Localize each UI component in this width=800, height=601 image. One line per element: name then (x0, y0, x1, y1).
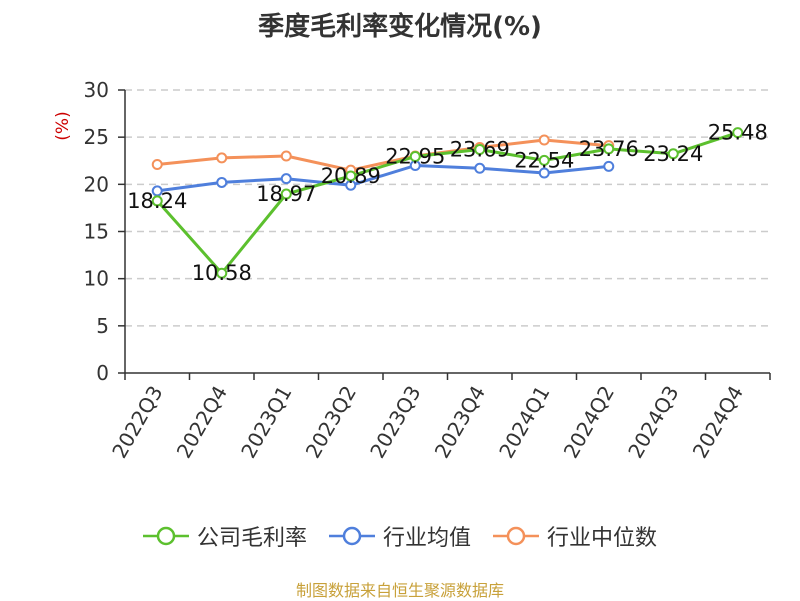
x-tick-label: 2022Q4 (172, 382, 232, 463)
data-point (538, 154, 550, 166)
x-tick-label: 2024Q2 (559, 382, 619, 463)
legend-marker-icon (142, 526, 189, 546)
x-tick-label: 2024Q4 (688, 382, 748, 463)
data-point (151, 195, 163, 207)
series-line (156, 131, 739, 275)
data-point (603, 160, 615, 172)
source-note: 制图数据来自恒生聚源数据库 (295, 581, 504, 600)
series-lines (151, 127, 744, 279)
data-point (603, 143, 615, 155)
data-label: 18.24 (127, 189, 187, 213)
y-tick-label: 5 (96, 314, 109, 338)
data-point (280, 188, 292, 200)
data-label: 22.54 (514, 148, 574, 172)
x-tick-label: 2024Q1 (494, 382, 554, 463)
y-tick-label: 10 (84, 267, 109, 291)
x-tick-label: 2024Q3 (623, 382, 683, 463)
y-tick-label: 30 (84, 78, 109, 102)
legend-item[interactable]: 行业均值 (328, 520, 471, 552)
y-tick-label: 25 (84, 125, 109, 149)
data-point (474, 144, 486, 156)
legend-label: 公司毛利率 (196, 526, 307, 551)
legend-marker-icon (493, 526, 539, 546)
x-tick-label: 2023Q4 (430, 382, 490, 463)
data-point (280, 150, 292, 162)
data-label: 25.48 (708, 121, 768, 145)
grid-lines (125, 89, 770, 327)
data-label: 23.76 (579, 137, 639, 161)
data-label: 22.95 (385, 145, 445, 169)
x-tick-label: 2022Q3 (107, 382, 167, 463)
y-axis-label: (%) (53, 111, 73, 140)
legend-marker-icon (328, 526, 375, 546)
y-tick-label: 0 (96, 361, 109, 385)
legend-item[interactable]: 公司毛利率 (142, 520, 307, 552)
x-tick-label: 2023Q3 (365, 382, 425, 463)
data-label: 10.58 (192, 261, 252, 285)
data-point (280, 173, 292, 185)
x-tick-label: 2023Q1 (236, 382, 296, 463)
legend-label: 行业均值 (382, 526, 471, 551)
data-label: 23.24 (643, 142, 703, 166)
data-point (216, 176, 228, 188)
data-point (216, 152, 228, 164)
x-tick-label: 2023Q2 (301, 382, 361, 463)
data-point (345, 170, 357, 182)
chart-title: 季度毛利率变化情况(%) (258, 12, 542, 42)
data-label: 20.89 (321, 164, 381, 188)
data-point (538, 134, 550, 146)
data-point (667, 148, 679, 160)
data-point (216, 267, 228, 279)
y-tick-label: 15 (84, 220, 109, 244)
data-point (732, 127, 744, 139)
legend-label: 行业中位数 (547, 526, 658, 551)
series-line (157, 138, 609, 172)
legend: 公司毛利率 行业均值 行业中位数 (0, 520, 800, 552)
data-point (409, 151, 421, 163)
data-point (151, 159, 163, 171)
series-line (157, 164, 609, 193)
data-point (538, 167, 550, 179)
data-label: 18.97 (256, 182, 316, 206)
y-tick-label: 20 (84, 172, 109, 196)
data-label: 23.69 (450, 138, 510, 162)
data-point (474, 162, 486, 174)
legend-item[interactable]: 行业中位数 (493, 520, 657, 552)
